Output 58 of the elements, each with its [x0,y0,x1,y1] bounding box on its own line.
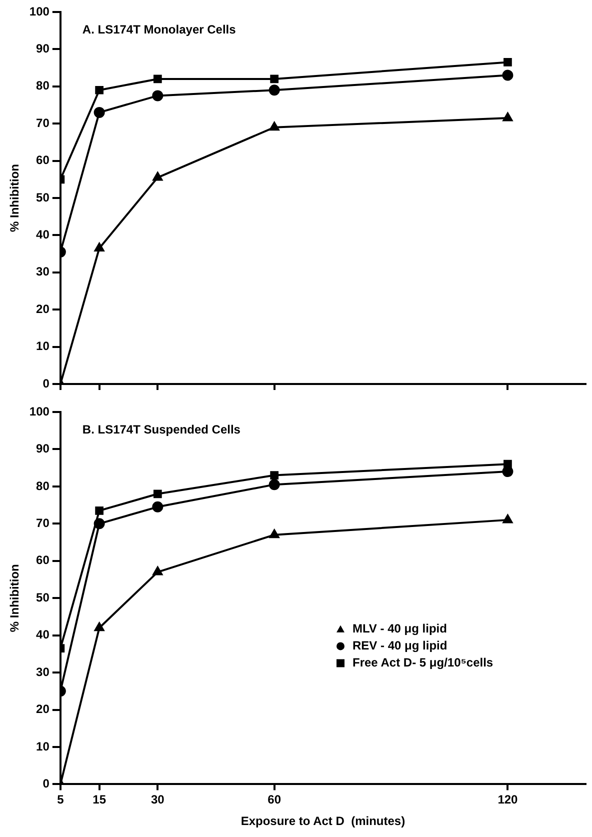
y-tick-label: 50 [36,190,50,204]
point [270,74,279,84]
text: B. LS174T Suspended Cells [82,422,241,436]
legend-label: REV - 40 μg lipid [352,638,448,653]
point [153,490,162,498]
point [152,90,164,102]
y-tick-label: 100 [29,404,50,418]
point [152,172,163,181]
y-tick-label: 40 [36,228,50,242]
point [270,471,279,480]
y-tick-label: 90 [36,442,50,456]
x-tick-label: 60 [268,792,282,807]
y-tick-label: 10 [36,339,50,354]
x-axis-title: Exposure to Act D (minutes) [240,814,406,828]
y-tick-label: 0 [42,376,50,390]
y-axis-title: % Inhibition [8,564,22,632]
point [502,514,513,524]
point [502,70,514,81]
point [153,74,162,84]
x-tick-label: 30 [150,792,165,807]
point [269,529,280,538]
y-tick-label: 30 [36,664,50,679]
x-tick-label: 15 [92,792,106,807]
y-tick-label: 40 [36,628,50,642]
legend-label: Free Act D- 5 μg/10⁵cells [352,656,494,670]
point [504,58,512,66]
point [94,622,104,632]
y-tick-label: 90 [36,42,50,56]
point [268,479,280,490]
point [94,518,105,530]
y-tick-label: 10 [36,739,50,754]
point [502,466,514,478]
y-tick-label: 20 [36,302,50,316]
y-tick-label: 60 [36,553,50,568]
y-tick-label: 100 [29,4,50,18]
point [94,242,104,252]
y-tick-label: 80 [36,478,50,493]
y-tick-label: 50 [36,590,50,604]
y-tick-label: 20 [36,702,50,716]
text: A. LS174T Monolayer Cells [82,22,236,36]
y-tick-label: 80 [36,78,50,93]
y-tick-label: 0 [42,776,50,791]
point [268,84,280,96]
point [502,112,513,122]
point [95,86,104,94]
y-tick-label: 60 [36,153,50,168]
x-tick-label: 120 [498,792,518,807]
point [95,506,104,515]
point [269,122,280,131]
y-tick-label: 30 [36,264,50,279]
x-tick-label: 5 [57,792,64,807]
point [152,566,163,576]
y-tick-label: 70 [36,516,50,530]
y-axis-title: % Inhibition [8,164,22,232]
legend-label: MLV - 40 μg lipid [352,622,447,636]
point [152,501,164,512]
y-tick-label: 70 [36,116,50,130]
point [94,106,105,118]
